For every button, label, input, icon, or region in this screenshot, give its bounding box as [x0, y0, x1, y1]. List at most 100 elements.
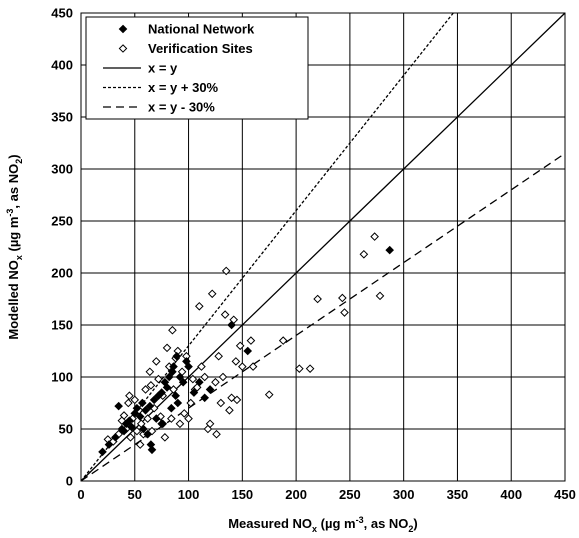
verification-site-point: [370, 232, 379, 241]
x-tick-label: 150: [231, 487, 253, 502]
verification-site-point: [162, 343, 172, 353]
national-network-point: [104, 440, 114, 449]
verification-site-point: [156, 412, 165, 421]
x-tick-label: 50: [128, 487, 142, 502]
national-network-point: [189, 388, 199, 397]
verification-site-point: [235, 341, 245, 351]
verification-site-point: [218, 372, 228, 382]
verification-site-point: [212, 429, 221, 439]
verification-site-point: [211, 377, 220, 387]
national-network-point: [227, 320, 236, 330]
verification-site-point: [125, 391, 134, 401]
verification-site-point: [248, 362, 258, 371]
national-network-point: [127, 422, 136, 432]
verification-site-point: [160, 433, 170, 442]
y-tick-label: 50: [59, 422, 73, 437]
x-axis-label: Measured NOx (µg m-3, as NO2): [228, 515, 418, 534]
national-network-point: [175, 372, 185, 382]
verification-site-point: [126, 433, 135, 442]
y-tick-label: 0: [66, 474, 73, 489]
verification-site-point: [205, 419, 215, 429]
verification-site-point: [184, 414, 193, 423]
legend-label: x = y + 30%: [148, 80, 219, 95]
verification-site-point: [264, 390, 274, 399]
y-tick-label: 350: [51, 110, 73, 125]
x-tick-label: 350: [447, 487, 469, 502]
verification-site-point: [338, 293, 347, 303]
reference-line: [80, 12, 566, 482]
y-axis-label: Modelled NOx (µg m-3, as NO2): [5, 154, 24, 339]
y-tick-label: 250: [51, 214, 73, 229]
x-tick-label: 0: [77, 487, 84, 502]
national-network-point: [172, 351, 182, 361]
national-network-point: [158, 419, 168, 429]
national-network-point: [195, 377, 204, 387]
verification-site-point: [188, 374, 198, 384]
plot-frame: [80, 12, 566, 482]
national-network-point: [132, 403, 142, 413]
verification-site-point: [340, 308, 349, 317]
y-tick-label: 300: [51, 162, 73, 177]
verification-site-point: [278, 336, 288, 345]
national-network-point: [141, 405, 150, 415]
verification-site-point: [197, 362, 206, 371]
verification-site-point: [195, 301, 204, 311]
y-tick-label: 400: [51, 58, 73, 73]
verification-site-point: [186, 398, 196, 408]
national-network-point: [125, 416, 134, 425]
tick-labels: 0 50 100 150 200 250 300 350 400 450 0 50 100 150 200 2…: [51, 6, 576, 503]
verification-site-point: [175, 419, 185, 429]
verification-site-point: [130, 395, 140, 405]
x-tick-label: 200: [285, 487, 307, 502]
verification-site-point: [359, 249, 369, 259]
verification-site-point: [141, 385, 150, 394]
verification-site-point: [119, 411, 129, 420]
verification-site-point: [135, 440, 145, 449]
verification-site-point: [220, 310, 230, 319]
verification-site-point: [151, 357, 161, 366]
verification-site-point: [146, 381, 156, 390]
verification-site-point: [132, 426, 142, 436]
verification-site-point: [154, 374, 163, 384]
legend-label: x = y - 30%: [148, 100, 215, 115]
national-network-point: [143, 429, 152, 439]
national-network-point: [137, 398, 147, 408]
national-network-point: [157, 388, 166, 397]
national-network-point: [178, 377, 188, 387]
verification-site-point: [167, 414, 176, 423]
verification-site-point: [232, 395, 242, 405]
national-network-point: [171, 391, 180, 401]
verification-site-point: [179, 409, 189, 418]
verification-site-point: [145, 367, 155, 377]
national-network-point: [151, 414, 161, 423]
verification-site-point: [214, 351, 223, 361]
national-network-point: [162, 383, 172, 392]
national-network-point: [243, 346, 253, 356]
x-tick-label: 100: [178, 487, 200, 502]
national-network-point: [173, 398, 183, 408]
verification-site-point: [246, 336, 256, 345]
legend-marker: [118, 44, 128, 53]
national-network-point: [184, 362, 193, 371]
national-network-point: [114, 401, 123, 411]
verification-site-point: [169, 385, 178, 394]
legend-label: x = y: [148, 61, 178, 76]
national-network-point: [200, 393, 209, 403]
verification-site-point: [313, 294, 322, 304]
national-network-point: [135, 412, 145, 421]
verification-site-point: [168, 325, 177, 335]
national-network-point: [385, 245, 394, 255]
data-points: [98, 232, 394, 457]
national-network-point: [98, 447, 107, 457]
legend: National Network Verification Sites x = y x…: [85, 16, 309, 120]
national-network-point: [119, 426, 129, 436]
x-tick-label: 300: [393, 487, 415, 502]
national-network-point: [164, 372, 174, 382]
y-tick-label: 100: [51, 370, 73, 385]
national-network-point: [111, 433, 120, 442]
legend-label: Verification Sites: [148, 41, 253, 56]
verification-site-point: [231, 357, 241, 366]
national-network-point: [169, 362, 178, 371]
y-tick-label: 200: [51, 266, 73, 281]
